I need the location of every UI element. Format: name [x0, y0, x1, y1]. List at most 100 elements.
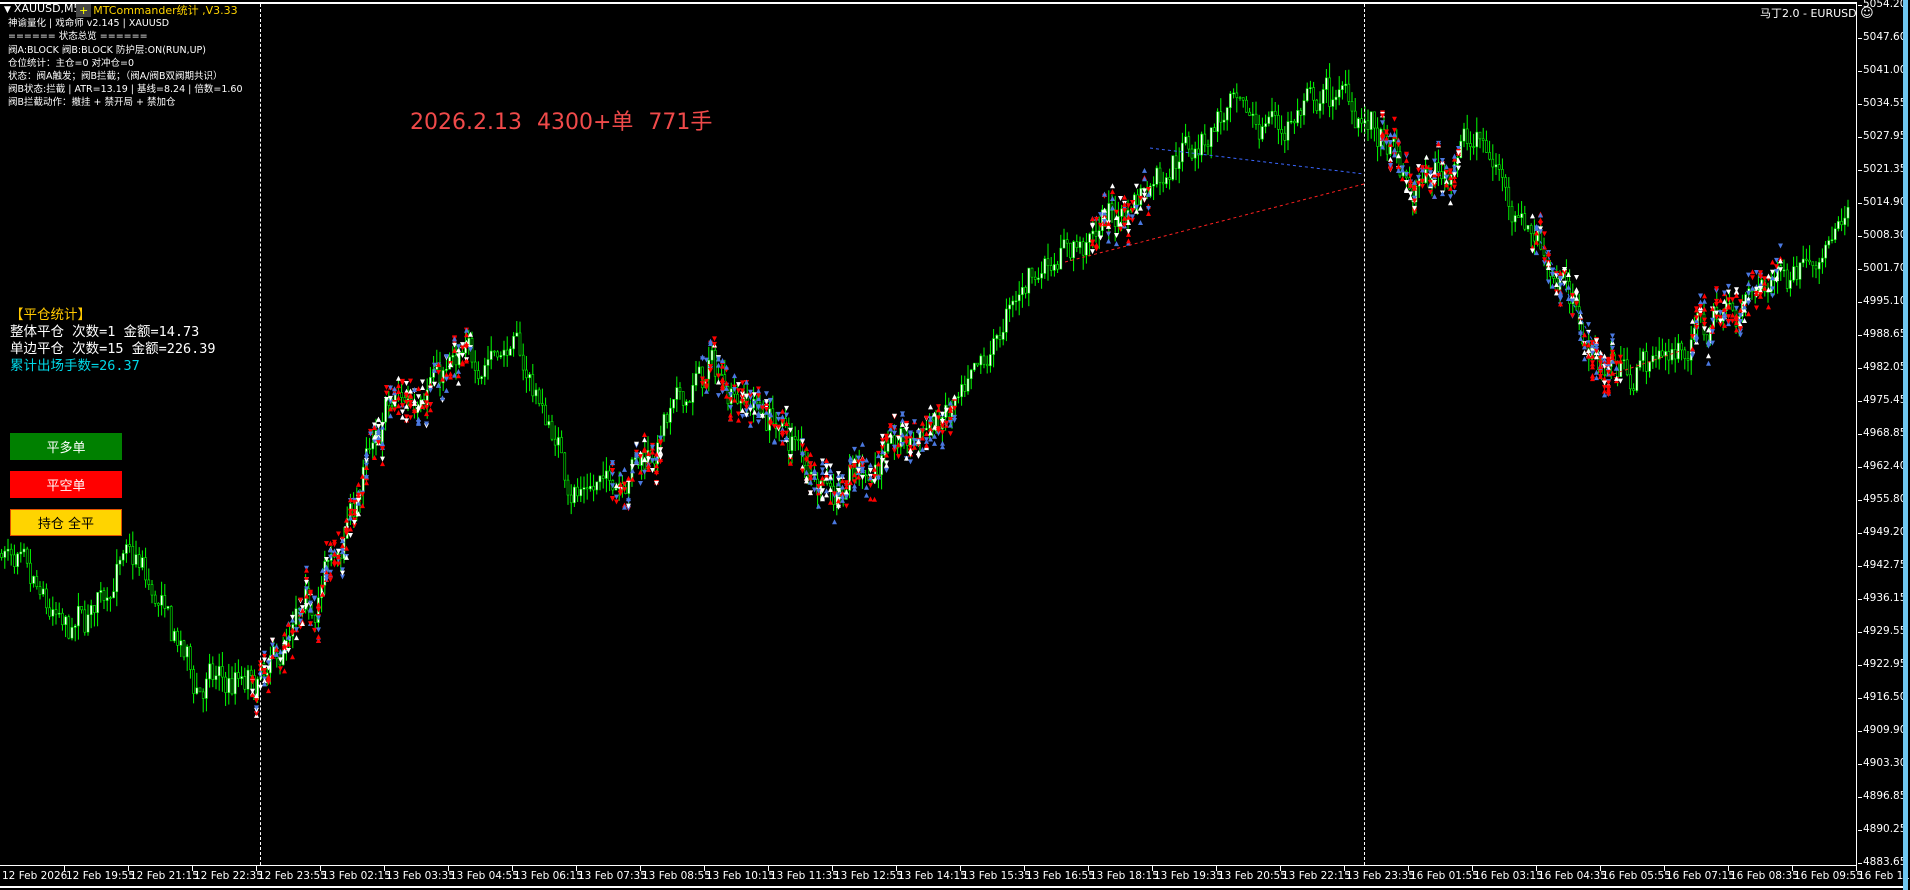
- trade-arrow-marker: [320, 567, 325, 573]
- candle-body: [496, 351, 499, 358]
- price-tick-label: 5014.90: [1863, 195, 1907, 208]
- price-tick: [1858, 730, 1862, 732]
- trade-arrow-marker: [812, 474, 817, 480]
- trade-arrow-marker: [1606, 359, 1611, 365]
- chart-area[interactable]: [0, 2, 1857, 865]
- candle-body: [121, 553, 125, 561]
- candle-body: [1014, 300, 1018, 303]
- trade-arrow-marker: [1574, 275, 1579, 281]
- trade-arrow-marker: [1146, 191, 1151, 197]
- trade-arrow-marker: [304, 593, 309, 599]
- trade-arrow-marker: [298, 618, 303, 624]
- trade-arrow-marker: [278, 666, 283, 672]
- candle-body: [1603, 374, 1607, 376]
- trade-arrow-marker: [658, 454, 663, 460]
- trade-arrow-marker: [1722, 298, 1727, 304]
- trade-arrow-marker: [356, 481, 361, 487]
- trade-arrow-marker: [1746, 290, 1751, 296]
- candle-body: [1312, 87, 1315, 101]
- trade-arrow-marker: [932, 440, 937, 446]
- trade-arrow-marker: [1396, 138, 1401, 144]
- trade-arrow-marker: [1392, 131, 1397, 137]
- trade-arrow-marker: [864, 492, 869, 498]
- trade-arrow-marker: [764, 409, 769, 415]
- trade-arrow-marker: [1142, 197, 1147, 203]
- candle-body: [1341, 85, 1344, 91]
- candle-body: [96, 592, 99, 613]
- candle-body: [173, 630, 176, 642]
- trade-arrow-marker: [880, 445, 885, 451]
- trade-arrow-marker: [1610, 333, 1615, 339]
- price-chart[interactable]: [0, 4, 1856, 865]
- trade-arrow-marker: [618, 471, 623, 477]
- trade-arrow-marker: [912, 438, 917, 444]
- trade-arrow-marker: [1694, 307, 1699, 313]
- candle-body: [1056, 264, 1059, 270]
- trade-arrow-marker: [1102, 191, 1107, 197]
- trade-arrow-marker: [274, 643, 279, 649]
- trade-arrow-marker: [756, 412, 761, 418]
- candle-body: [553, 438, 557, 446]
- time-axis[interactable]: 12 Feb 2026 12 Feb 19:55 12 Feb 21:15 12 Fe…: [0, 865, 1910, 886]
- trade-arrow-marker: [1594, 338, 1599, 344]
- trade-arrow-marker: [812, 469, 817, 475]
- window-edge-scrollbar[interactable]: [1903, 0, 1908, 890]
- trade-arrow-marker: [468, 331, 473, 337]
- trade-arrow-marker: [936, 407, 941, 413]
- trade-arrow-marker: [336, 531, 341, 537]
- trade-arrow-marker: [784, 412, 789, 418]
- trade-arrow-marker: [320, 591, 325, 597]
- trade-arrow-marker: [744, 400, 749, 406]
- candle-body: [601, 475, 605, 479]
- trade-arrow-marker: [948, 431, 953, 437]
- trade-arrow-marker: [1400, 165, 1405, 171]
- candle-body: [665, 414, 669, 423]
- trade-arrow-marker: [1546, 253, 1551, 259]
- candle-body: [697, 366, 701, 374]
- close-short-button[interactable]: 平空单: [10, 471, 122, 498]
- trade-arrow-marker: [840, 478, 845, 484]
- candle-body: [973, 362, 976, 371]
- trade-arrow-marker: [924, 438, 929, 444]
- trade-arrow-marker: [1602, 357, 1607, 363]
- candle-body: [1264, 123, 1267, 127]
- candle-body: [1494, 164, 1498, 168]
- plus-button[interactable]: +: [76, 4, 92, 17]
- trade-arrow-marker: [900, 432, 905, 438]
- trade-arrow-marker: [908, 459, 913, 465]
- trade-arrow-marker: [1542, 231, 1547, 237]
- trade-arrow-marker: [356, 511, 361, 517]
- close-long-button[interactable]: 平多单: [10, 433, 122, 460]
- trade-arrow-marker: [752, 409, 757, 415]
- trade-arrow-marker: [740, 398, 745, 404]
- trade-arrow-marker: [388, 385, 393, 391]
- trade-arrow-marker: [948, 407, 953, 413]
- price-tick: [1858, 269, 1862, 271]
- trade-arrow-marker: [1448, 168, 1453, 174]
- trade-arrow-marker: [440, 395, 445, 401]
- trade-arrow-marker: [376, 424, 381, 430]
- trade-arrow-marker: [856, 468, 861, 474]
- close-all-button[interactable]: 持仓 全平: [10, 509, 122, 536]
- candle-body: [736, 393, 739, 404]
- candle-body: [1369, 111, 1373, 130]
- trade-arrow-marker: [716, 373, 721, 379]
- trade-arrow-marker: [614, 499, 619, 505]
- trade-arrow-marker: [1102, 219, 1107, 225]
- candle-body: [160, 595, 163, 606]
- trade-arrow-marker: [1586, 342, 1591, 348]
- time-tick-label: 13 Feb 16:55: [1026, 870, 1095, 882]
- collapse-triangle-icon[interactable]: ▼: [4, 5, 11, 15]
- candle-body: [512, 335, 515, 350]
- trade-arrow-marker: [836, 492, 841, 498]
- candle-body: [1805, 258, 1808, 261]
- price-tick: [1858, 500, 1862, 502]
- trade-arrow-marker: [642, 469, 647, 475]
- price-tick: [1858, 334, 1862, 336]
- trade-arrow-marker: [1106, 238, 1111, 244]
- trade-arrow-marker: [1702, 321, 1707, 327]
- trade-arrow-marker: [1102, 210, 1107, 216]
- trade-arrow-marker: [1380, 120, 1385, 126]
- trade-arrow-marker: [808, 465, 813, 471]
- trade-arrow-marker: [1730, 297, 1735, 303]
